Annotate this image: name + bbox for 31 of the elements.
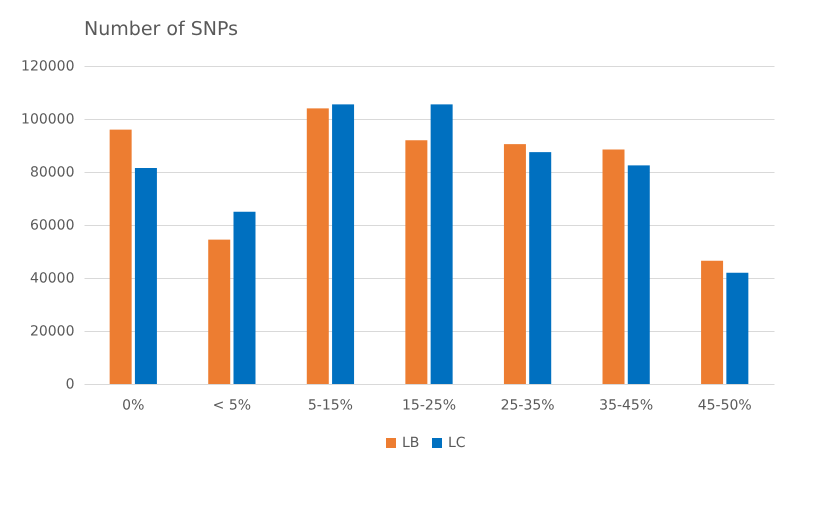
bar (208, 240, 230, 384)
y-tick-label: 80000 (30, 164, 74, 180)
bar (110, 130, 132, 384)
y-tick-label: 120000 (21, 58, 74, 74)
x-tick-label: 15-25% (402, 398, 456, 414)
bar (306, 108, 329, 384)
bar (233, 212, 256, 384)
bar (504, 144, 526, 384)
bar (332, 104, 354, 384)
y-tick-label: 60000 (30, 218, 74, 234)
y-tick-label: 0 (66, 376, 74, 392)
x-tick-label: 45-50% (698, 398, 752, 414)
legend-label: LC (448, 435, 466, 451)
x-tick-label: 35-45% (599, 398, 654, 414)
bar (529, 152, 552, 384)
bar (628, 165, 650, 384)
bar (701, 260, 724, 384)
x-tick-label: 0% (122, 398, 144, 414)
x-tick-label: < 5% (212, 398, 252, 414)
legend-label: LB (402, 435, 420, 451)
x-tick-label: 25-35% (500, 398, 555, 414)
bar (602, 149, 625, 384)
y-tick-label: 20000 (30, 324, 74, 340)
bar (430, 104, 453, 384)
bar (134, 168, 157, 384)
chart-title: Number of SNPs (84, 18, 238, 40)
y-tick-label: 40000 (30, 270, 74, 286)
x-tick-label: 5-15% (308, 398, 353, 414)
y-tick-label: 100000 (21, 112, 74, 128)
bar (726, 272, 748, 384)
bar (405, 140, 428, 384)
